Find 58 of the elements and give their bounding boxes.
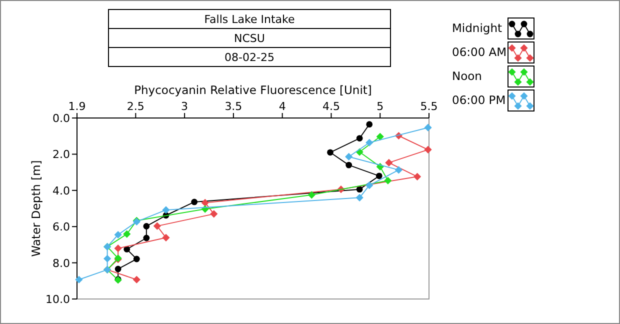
point [384, 176, 392, 184]
point [104, 254, 112, 262]
point [345, 152, 353, 161]
point [133, 256, 140, 262]
x-tick-label: 5.5 [420, 100, 438, 113]
y-tick-label: 2.0 [52, 148, 70, 162]
y-tick-label: 8.0 [52, 256, 70, 270]
point [143, 223, 150, 230]
point [385, 158, 393, 167]
point [366, 138, 374, 146]
point [376, 132, 384, 140]
y-tick-label: 10.0 [46, 293, 70, 306]
y-axis-title: Water Depth [m] [29, 160, 43, 257]
point [356, 194, 364, 202]
x-tick-label: 4.5 [322, 100, 340, 113]
point [366, 121, 373, 128]
point [366, 182, 374, 190]
x-tick-label: 3.5 [224, 100, 242, 113]
point [191, 198, 198, 206]
point [308, 191, 316, 199]
chart-subtitle: NCSU [234, 32, 265, 45]
legend-label: Midnight [452, 21, 502, 35]
point [394, 166, 402, 174]
point [413, 172, 422, 180]
point [153, 222, 161, 230]
point [424, 124, 432, 132]
point [327, 149, 334, 156]
point [75, 276, 83, 284]
x-axis-title: Phycocyanin Relative Fluorescence [Unit] [134, 83, 372, 97]
point [201, 198, 209, 207]
legend-label: 06:00 PM [452, 93, 506, 107]
chart-title: Falls Lake Intake [204, 13, 295, 26]
point [132, 276, 140, 284]
y-tick-label: 6.0 [52, 220, 70, 234]
point [210, 210, 218, 218]
point [162, 234, 170, 242]
x-tick-label: 1.9 [68, 100, 86, 113]
x-tick-label: 5 [376, 100, 384, 113]
point [114, 266, 122, 272]
point [162, 206, 170, 214]
point [346, 162, 352, 168]
point [356, 186, 363, 193]
legend-label: Noon [452, 69, 482, 83]
point [376, 172, 382, 180]
y-tick-label: 0.0 [52, 112, 70, 125]
legend-label: 06:00 AM [452, 45, 507, 59]
point [114, 230, 122, 239]
point [356, 135, 363, 142]
point [123, 230, 131, 238]
point [124, 246, 130, 252]
point [114, 244, 122, 252]
x-tick-label: 2.5 [126, 100, 144, 113]
x-tick-label: 3 [181, 100, 188, 113]
x-tick-label: 4 [278, 100, 286, 113]
point [424, 146, 432, 154]
text: 08-02-25 [224, 51, 274, 64]
point [143, 234, 150, 242]
y-tick-label: 4.0 [52, 184, 70, 198]
